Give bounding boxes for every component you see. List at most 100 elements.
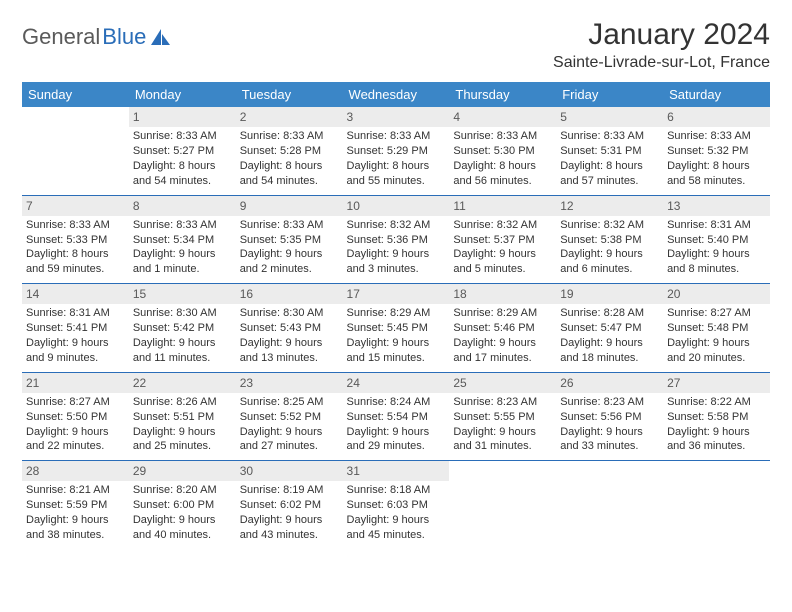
day-number: 17	[343, 284, 450, 304]
sunset-text: Sunset: 6:03 PM	[347, 498, 446, 513]
day-number: 16	[236, 284, 343, 304]
calendar-day-cell: 25Sunrise: 8:23 AMSunset: 5:55 PMDayligh…	[449, 372, 556, 461]
sunset-text: Sunset: 5:48 PM	[667, 321, 766, 336]
month-title: January 2024	[553, 18, 770, 52]
calendar-day-cell: 1 Sunrise: 8:33 AMSunset: 5:27 PMDaylight…	[129, 107, 236, 195]
sunset-text: Sunset: 5:42 PM	[133, 321, 232, 336]
daylight-text: Daylight: 9 hours and 9 minutes.	[26, 336, 125, 366]
calendar-day-cell: 5Sunrise: 8:33 AMSunset: 5:31 PMDaylight…	[556, 107, 663, 195]
calendar-table: Sunday Monday Tuesday Wednesday Thursday…	[22, 82, 770, 549]
sunrise-text: Sunrise: 8:30 AM	[133, 306, 232, 321]
daylight-text: Daylight: 9 hours and 6 minutes.	[560, 247, 659, 277]
daylight-text: Daylight: 8 hours and 58 minutes.	[667, 159, 766, 189]
day-number: 7	[22, 196, 129, 216]
sunrise-text: Sunrise: 8:33 AM	[560, 129, 659, 144]
sunset-text: Sunset: 5:58 PM	[667, 410, 766, 425]
daylight-text: Daylight: 9 hours and 27 minutes.	[240, 425, 339, 455]
calendar-day-cell: 13Sunrise: 8:31 AMSunset: 5:40 PMDayligh…	[663, 195, 770, 284]
daylight-text: Daylight: 9 hours and 13 minutes.	[240, 336, 339, 366]
daylight-text: Daylight: 8 hours and 57 minutes.	[560, 159, 659, 189]
calendar-day-cell: 2Sunrise: 8:33 AMSunset: 5:28 PMDaylight…	[236, 107, 343, 195]
calendar-day-cell: 4Sunrise: 8:33 AMSunset: 5:30 PMDaylight…	[449, 107, 556, 195]
daylight-text: Daylight: 8 hours and 54 minutes.	[240, 159, 339, 189]
sunrise-text: Sunrise: 8:33 AM	[133, 218, 232, 233]
sunset-text: Sunset: 5:47 PM	[560, 321, 659, 336]
weekday-header: Wednesday	[343, 82, 450, 107]
day-number: 1	[129, 107, 236, 127]
daylight-text: Daylight: 9 hours and 36 minutes.	[667, 425, 766, 455]
sunrise-text: Sunrise: 8:33 AM	[347, 129, 446, 144]
weekday-header: Tuesday	[236, 82, 343, 107]
calendar-day-cell	[449, 461, 556, 549]
day-number: 2	[236, 107, 343, 127]
day-number: 11	[449, 196, 556, 216]
daylight-text: Daylight: 9 hours and 31 minutes.	[453, 425, 552, 455]
sunrise-text: Sunrise: 8:33 AM	[133, 129, 232, 144]
daylight-text: Daylight: 9 hours and 5 minutes.	[453, 247, 552, 277]
daylight-text: Daylight: 9 hours and 8 minutes.	[667, 247, 766, 277]
sunrise-text: Sunrise: 8:26 AM	[133, 395, 232, 410]
sunset-text: Sunset: 5:33 PM	[26, 233, 125, 248]
daylight-text: Daylight: 8 hours and 55 minutes.	[347, 159, 446, 189]
daylight-text: Daylight: 9 hours and 25 minutes.	[133, 425, 232, 455]
calendar-day-cell: 14Sunrise: 8:31 AMSunset: 5:41 PMDayligh…	[22, 284, 129, 373]
daylight-text: Daylight: 8 hours and 54 minutes.	[133, 159, 232, 189]
day-number: 19	[556, 284, 663, 304]
header: GeneralBlue January 2024 Sainte-Livrade-…	[22, 18, 770, 72]
calendar-day-cell: 9Sunrise: 8:33 AMSunset: 5:35 PMDaylight…	[236, 195, 343, 284]
day-number: 13	[663, 196, 770, 216]
title-block: January 2024 Sainte-Livrade-sur-Lot, Fra…	[553, 18, 770, 72]
daylight-text: Daylight: 9 hours and 18 minutes.	[560, 336, 659, 366]
calendar-day-cell: 26Sunrise: 8:23 AMSunset: 5:56 PMDayligh…	[556, 372, 663, 461]
sunrise-text: Sunrise: 8:33 AM	[240, 129, 339, 144]
sunset-text: Sunset: 5:59 PM	[26, 498, 125, 513]
calendar-week-row: 14Sunrise: 8:31 AMSunset: 5:41 PMDayligh…	[22, 284, 770, 373]
logo-text-blue: Blue	[102, 24, 146, 50]
sunset-text: Sunset: 5:27 PM	[133, 144, 232, 159]
sunrise-text: Sunrise: 8:27 AM	[26, 395, 125, 410]
sunrise-text: Sunrise: 8:25 AM	[240, 395, 339, 410]
sunrise-text: Sunrise: 8:29 AM	[347, 306, 446, 321]
daylight-text: Daylight: 9 hours and 20 minutes.	[667, 336, 766, 366]
sunrise-text: Sunrise: 8:22 AM	[667, 395, 766, 410]
sunset-text: Sunset: 5:45 PM	[347, 321, 446, 336]
calendar-day-cell: 30Sunrise: 8:19 AMSunset: 6:02 PMDayligh…	[236, 461, 343, 549]
sunset-text: Sunset: 5:31 PM	[560, 144, 659, 159]
sunrise-text: Sunrise: 8:18 AM	[347, 483, 446, 498]
sunset-text: Sunset: 5:34 PM	[133, 233, 232, 248]
sunset-text: Sunset: 5:50 PM	[26, 410, 125, 425]
day-number: 8	[129, 196, 236, 216]
sunset-text: Sunset: 5:51 PM	[133, 410, 232, 425]
sunset-text: Sunset: 5:43 PM	[240, 321, 339, 336]
calendar-day-cell: 11Sunrise: 8:32 AMSunset: 5:37 PMDayligh…	[449, 195, 556, 284]
location: Sainte-Livrade-sur-Lot, France	[553, 54, 770, 72]
sunset-text: Sunset: 6:00 PM	[133, 498, 232, 513]
sunrise-text: Sunrise: 8:33 AM	[240, 218, 339, 233]
day-number: 23	[236, 373, 343, 393]
weekday-header: Friday	[556, 82, 663, 107]
weekday-header: Sunday	[22, 82, 129, 107]
day-number: 20	[663, 284, 770, 304]
weekday-header-row: Sunday Monday Tuesday Wednesday Thursday…	[22, 82, 770, 107]
sunset-text: Sunset: 5:30 PM	[453, 144, 552, 159]
day-number: 6	[663, 107, 770, 127]
daylight-text: Daylight: 8 hours and 56 minutes.	[453, 159, 552, 189]
weekday-header: Thursday	[449, 82, 556, 107]
day-number: 26	[556, 373, 663, 393]
sunset-text: Sunset: 5:46 PM	[453, 321, 552, 336]
sunrise-text: Sunrise: 8:27 AM	[667, 306, 766, 321]
calendar-day-cell	[663, 461, 770, 549]
sunrise-text: Sunrise: 8:33 AM	[667, 129, 766, 144]
sunset-text: Sunset: 5:41 PM	[26, 321, 125, 336]
sunset-text: Sunset: 5:38 PM	[560, 233, 659, 248]
calendar-day-cell: 22Sunrise: 8:26 AMSunset: 5:51 PMDayligh…	[129, 372, 236, 461]
daylight-text: Daylight: 9 hours and 1 minute.	[133, 247, 232, 277]
sunrise-text: Sunrise: 8:20 AM	[133, 483, 232, 498]
sunset-text: Sunset: 5:40 PM	[667, 233, 766, 248]
sunrise-text: Sunrise: 8:33 AM	[453, 129, 552, 144]
calendar-day-cell: 3Sunrise: 8:33 AMSunset: 5:29 PMDaylight…	[343, 107, 450, 195]
day-number: 14	[22, 284, 129, 304]
day-number: 12	[556, 196, 663, 216]
logo-sail-icon	[150, 28, 172, 46]
daylight-text: Daylight: 8 hours and 59 minutes.	[26, 247, 125, 277]
